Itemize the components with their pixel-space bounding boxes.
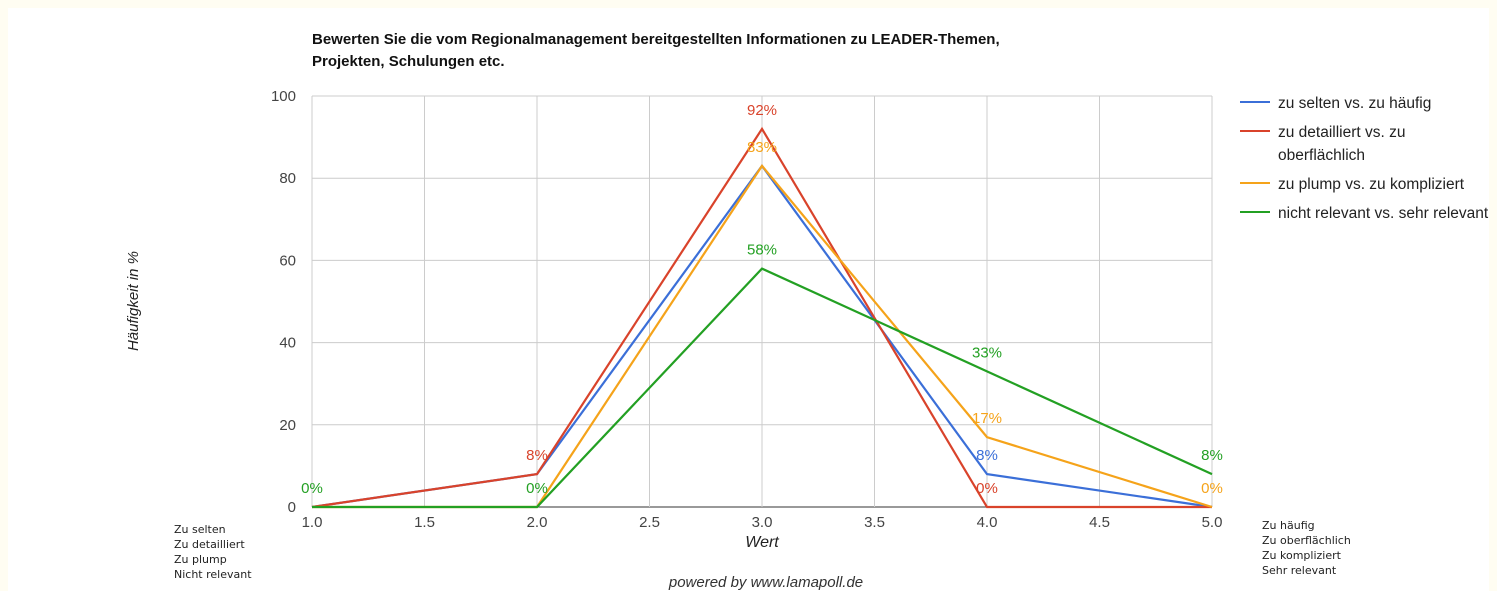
value-label: 0% <box>976 480 998 497</box>
value-label: 0% <box>526 480 548 497</box>
value-label: 33% <box>972 344 1002 361</box>
legend-swatch <box>1240 211 1270 213</box>
legend-item: zu detailliert vs. zu oberflächlich <box>1240 121 1490 167</box>
right-annotation: Sehr relevant <box>1262 564 1337 577</box>
value-label: 92% <box>747 102 777 119</box>
y-tick-label: 100 <box>271 88 296 105</box>
x-tick-label: 5.0 <box>1202 514 1223 531</box>
x-tick-label: 3.5 <box>864 514 885 531</box>
value-label: 58% <box>747 242 777 259</box>
y-tick-label: 60 <box>279 252 296 269</box>
legend-swatch <box>1240 101 1270 103</box>
y-tick-label: 20 <box>279 417 296 434</box>
legend-label: zu detailliert vs. zu oberflächlich <box>1278 124 1406 164</box>
left-annotation: Nicht relevant <box>174 568 252 581</box>
series-line <box>312 267 1213 509</box>
legend-item: zu selten vs. zu häufig <box>1240 92 1490 115</box>
right-annotation: Zu häufig <box>1262 519 1315 532</box>
left-annotation: Zu plump <box>174 553 227 566</box>
value-label: 83% <box>747 139 777 156</box>
legend-label: zu plump vs. zu kompliziert <box>1278 176 1465 193</box>
value-label: 8% <box>976 447 998 464</box>
legend-item: zu plump vs. zu kompliziert <box>1240 173 1490 196</box>
footer: powered by www.lamapoll.de <box>668 574 863 591</box>
left-annotation: Zu selten <box>174 523 226 536</box>
x-tick-label: 1.0 <box>302 514 323 531</box>
y-tick-label: 80 <box>279 170 296 187</box>
value-label: 0% <box>301 480 323 497</box>
left-annotation: Zu detailliert <box>174 538 245 551</box>
value-label: 17% <box>972 410 1002 427</box>
legend-swatch <box>1240 130 1270 132</box>
x-tick-label: 2.0 <box>527 514 548 531</box>
y-tick-label: 0 <box>288 499 296 516</box>
legend-swatch <box>1240 182 1270 184</box>
chart-title: Projekten, Schulungen etc. <box>312 53 505 70</box>
chart-title: Bewerten Sie die vom Regionalmanagement … <box>312 31 1000 48</box>
x-tick-label: 4.0 <box>977 514 998 531</box>
x-tick-label: 3.0 <box>752 514 773 531</box>
value-label: 0% <box>1201 480 1223 497</box>
y-axis-title: Häufigkeit in % <box>125 251 142 351</box>
value-label: 8% <box>526 447 548 464</box>
right-annotation: Zu kompliziert <box>1262 549 1342 562</box>
y-tick-label: 40 <box>279 335 296 352</box>
value-label: 8% <box>1201 447 1223 464</box>
x-axis-title: Wert <box>745 534 779 551</box>
right-annotation: Zu oberflächlich <box>1262 534 1351 547</box>
legend-label: zu selten vs. zu häufig <box>1278 95 1432 112</box>
x-tick-label: 4.5 <box>1089 514 1110 531</box>
legend-label: nicht relevant vs. sehr relevant <box>1278 205 1489 222</box>
legend-item: nicht relevant vs. sehr relevant <box>1240 202 1490 225</box>
frame <box>8 8 1489 591</box>
x-tick-label: 2.5 <box>639 514 660 531</box>
legend: zu selten vs. zu häufig zu detailliert vs… <box>1240 92 1490 231</box>
x-tick-label: 1.5 <box>414 514 435 531</box>
series-line <box>311 126 1212 509</box>
